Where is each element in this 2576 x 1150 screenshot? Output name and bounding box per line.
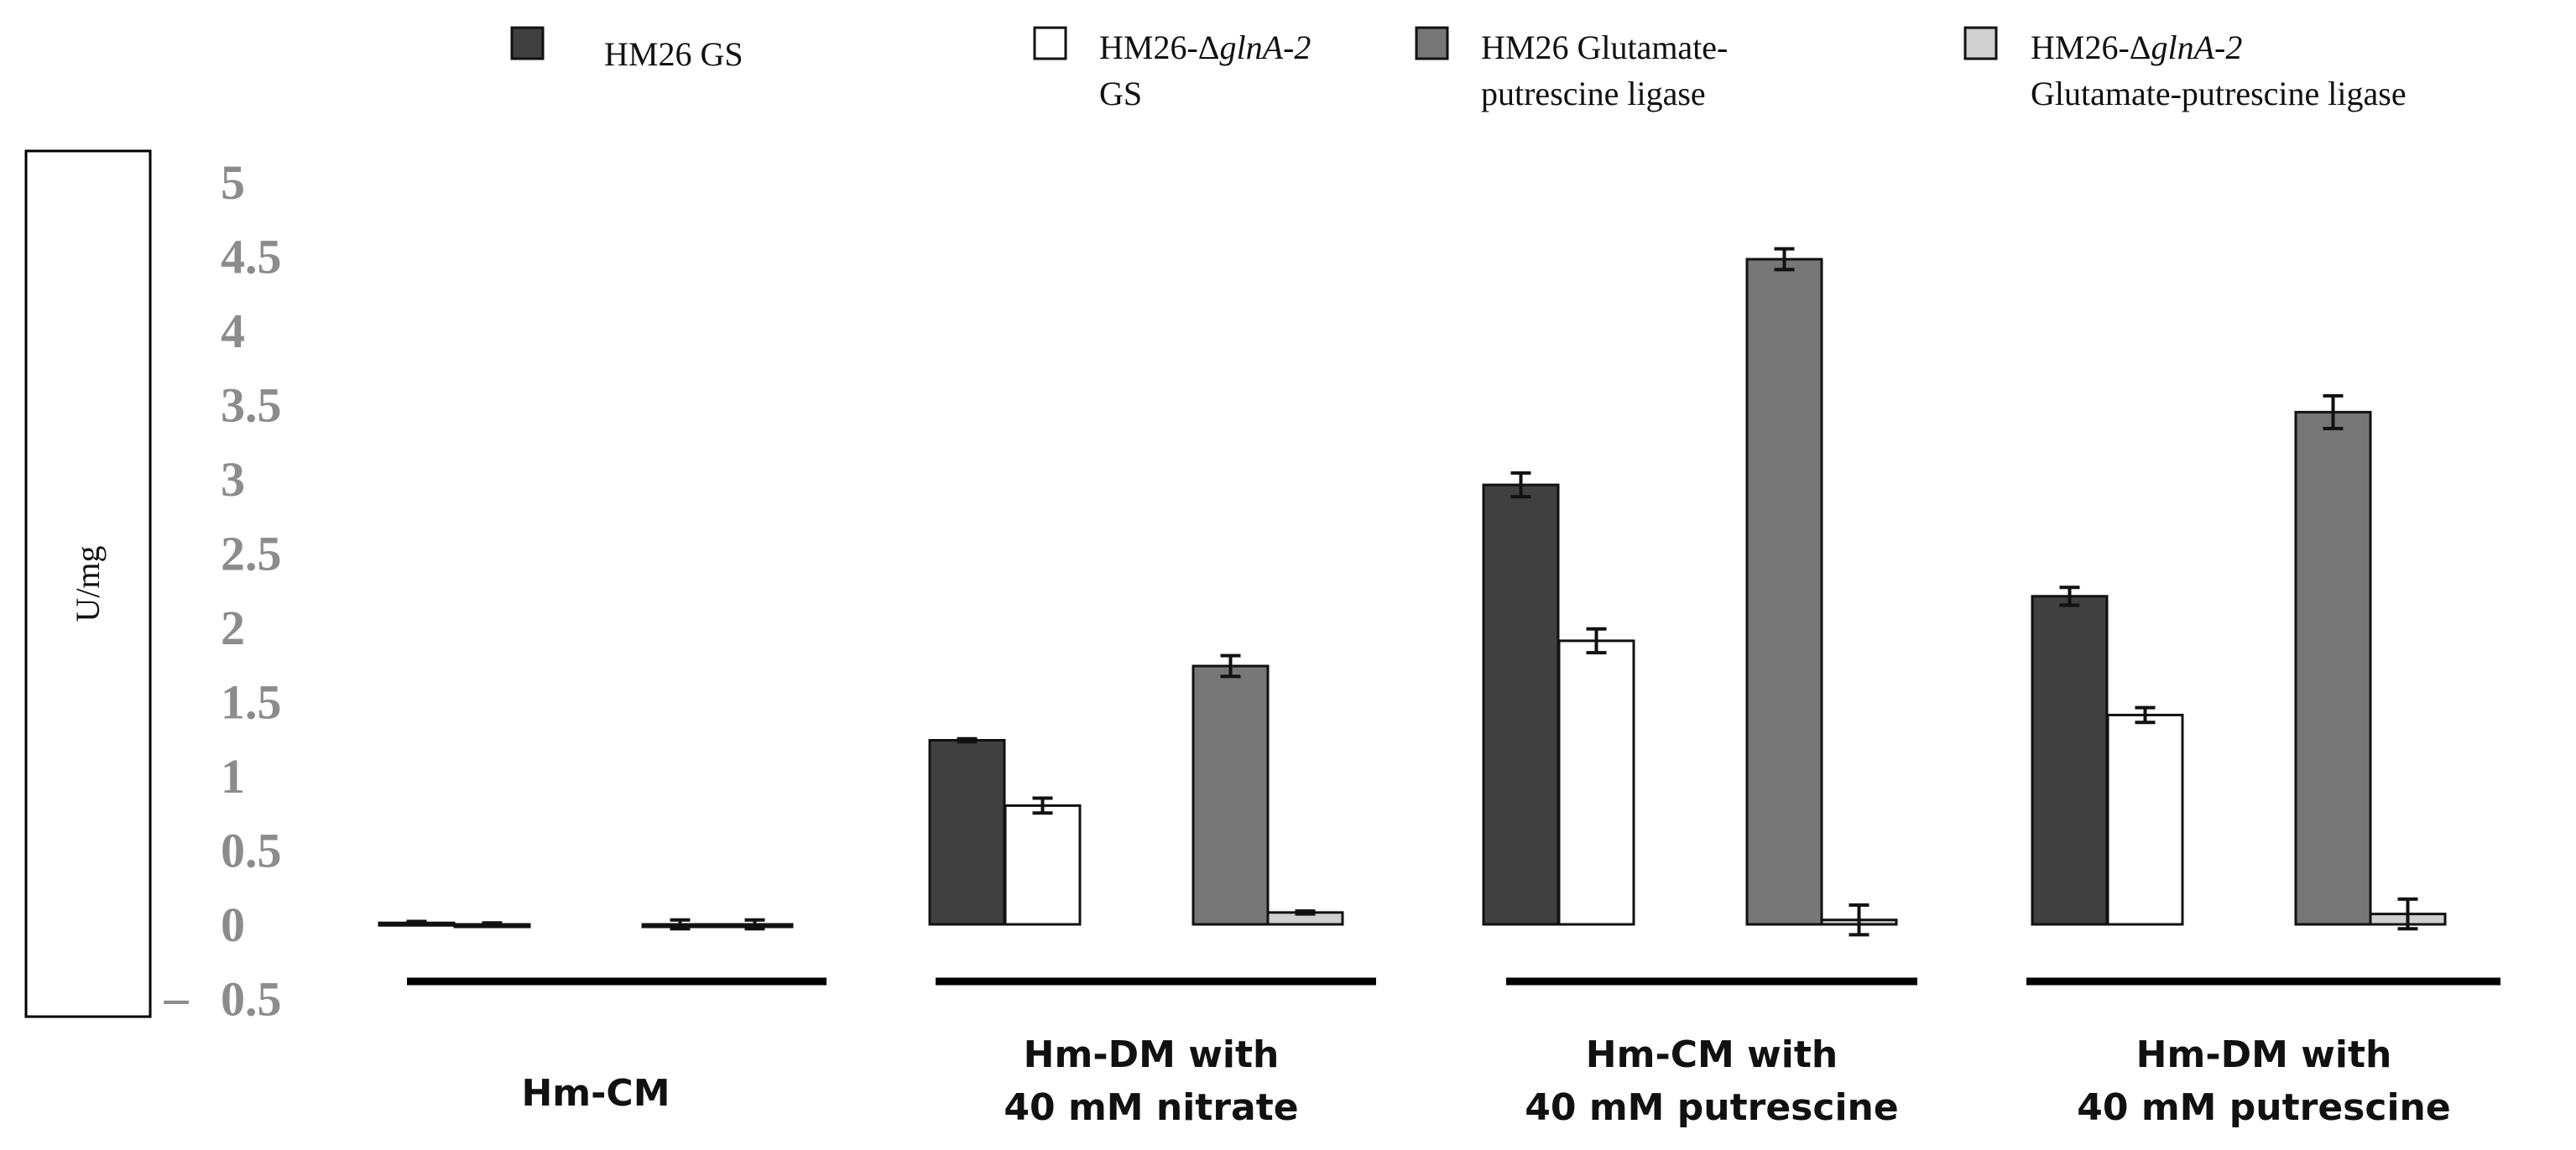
error-bar	[406, 919, 427, 926]
category-label: 40 mM nitrate	[1004, 1086, 1298, 1129]
legend-label: GS	[1099, 75, 1142, 112]
legend-label: HM26 GS	[604, 35, 743, 73]
error-bar	[1295, 909, 1316, 916]
legend-label: HM26-ΔglnA-2	[2031, 29, 2242, 66]
error-bar	[1774, 247, 1795, 272]
legend-item: HM26 GS	[510, 26, 743, 73]
error-bar	[670, 918, 691, 931]
legend-label: putrescine ligase	[1481, 75, 1706, 112]
error-bar	[744, 918, 765, 931]
y-tick-label: 1	[221, 749, 245, 804]
error-bar	[1586, 627, 1607, 655]
category-label: 40 mM putrescine	[1525, 1086, 1898, 1129]
error-bar	[1032, 796, 1053, 815]
category-label: Hm-CM	[521, 1072, 670, 1115]
legend-swatch	[1963, 26, 1998, 60]
bars	[378, 247, 2447, 937]
legend-swatch	[510, 26, 545, 60]
y-tick-label: 4.5	[221, 230, 282, 284]
legend-item: HM26 Glutamate-putrescine ligase	[1415, 26, 1728, 112]
error-bar	[1220, 653, 1241, 679]
error-bar	[957, 736, 978, 744]
error-bar	[2397, 897, 2418, 931]
bar	[1745, 258, 1823, 926]
y-axis-label: U/mg	[69, 545, 107, 622]
category-label: 40 mM putrescine	[2077, 1086, 2450, 1129]
legend-swatch	[1415, 26, 1449, 60]
legend-label: Glutamate-putrescine ligase	[2031, 75, 2407, 112]
ylabel-box	[24, 149, 152, 1018]
y-tick-label: 0.5	[221, 972, 282, 1027]
y-tick-label: 0.5	[221, 824, 282, 878]
legend-label: HM26-ΔglnA-2	[1099, 29, 1311, 66]
error-bar	[2323, 393, 2344, 430]
error-bar	[1849, 903, 1869, 937]
error-bar	[2135, 705, 2156, 725]
category-label: Hm-CM with	[1586, 1033, 1838, 1076]
category-label: Hm-DM with	[2136, 1033, 2392, 1076]
y-tick-label: 1.5	[221, 675, 282, 730]
bar	[928, 739, 1006, 926]
bar	[2294, 410, 2372, 926]
bar	[2106, 713, 2184, 926]
bar	[1004, 804, 1082, 926]
legend: HM26 GS HM26-ΔglnA-2 GS HM26 Glutamate-putr…	[510, 26, 2407, 112]
bar	[1192, 664, 1270, 926]
y-tick-label: 5	[221, 155, 245, 210]
legend-label: HM26 Glutamate-	[1481, 29, 1728, 66]
legend-item: HM26-ΔglnA-2 Glutamate-putrescine ligase	[1963, 26, 2407, 112]
legend-swatch	[1033, 26, 1067, 60]
y-tick-label: 4	[221, 304, 245, 358]
y-tick-label: 3	[221, 452, 245, 507]
y-tick-label: 2.5	[221, 527, 282, 581]
y-tick-minus-sign: –	[164, 970, 190, 1025]
y-tick-label: 0	[221, 898, 245, 952]
error-bar	[2059, 585, 2080, 607]
bar	[2031, 595, 2109, 926]
y-tick-label: 3.5	[221, 378, 282, 433]
legend-item: HM26-ΔglnA-2 GS	[1033, 26, 1311, 112]
error-bar	[1510, 471, 1531, 499]
bar	[1482, 483, 1560, 926]
y-tick-label: 2	[221, 601, 245, 655]
bar	[1557, 639, 1635, 926]
category-label: Hm-DM with	[1024, 1033, 1280, 1076]
error-bar	[482, 921, 503, 928]
category-labels: Hm-CM Hm-DM with 40 mM nitrate Hm-CM with 40…	[521, 1033, 2450, 1129]
y-axis-ticks: 54.543.532.521.510.500.5–	[164, 155, 282, 1027]
